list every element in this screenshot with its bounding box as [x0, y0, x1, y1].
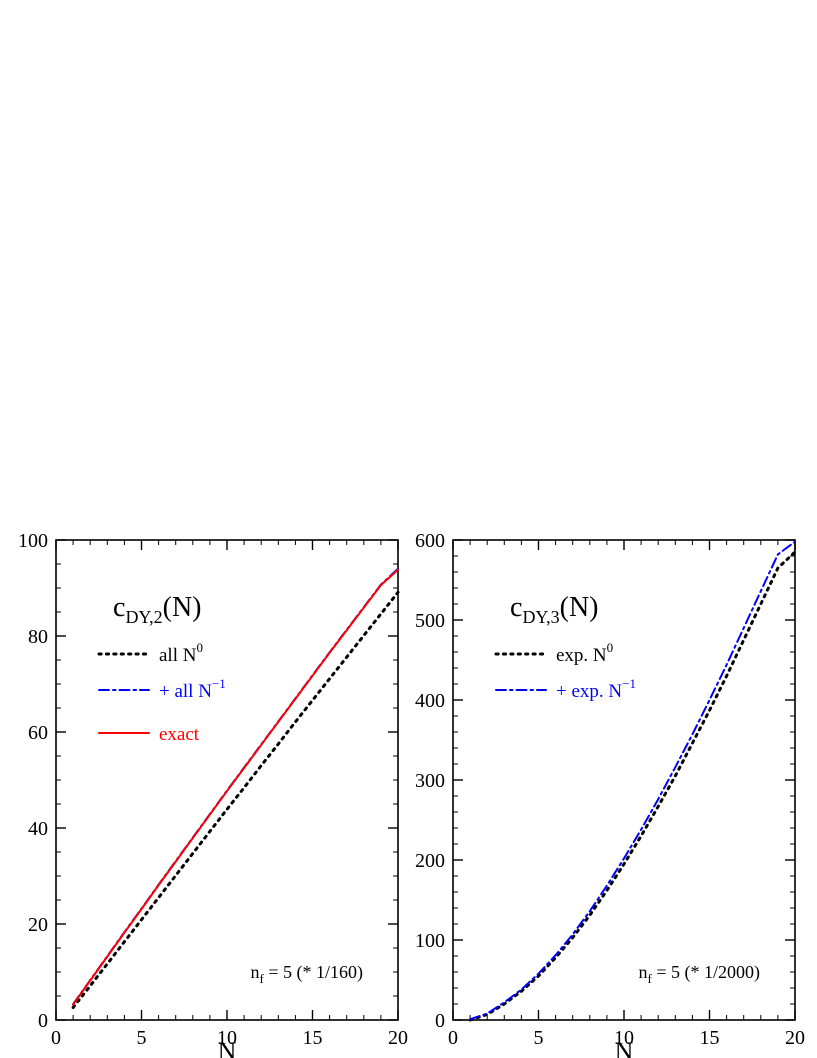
legend-label-2: + exp. N−1: [556, 676, 636, 702]
note-text: = 5 (* 1/2000): [652, 962, 760, 983]
note-text: = 5 (* 1/160): [264, 962, 363, 983]
legend-label-1: exp. N0: [556, 640, 613, 666]
chart-title: cDY,2(N): [113, 592, 202, 627]
series-line-2: [72, 567, 399, 1006]
x-axis-label: N: [218, 1037, 237, 1058]
title-subscript: DY,2: [125, 607, 162, 627]
x-tick-label: 0: [448, 1027, 458, 1049]
normalization-note: nf = 5 (* 1/160): [251, 962, 363, 986]
x-tick-label: 10: [217, 1027, 237, 1049]
y-tick-label: 20: [28, 914, 48, 936]
title-suffix: (N): [560, 592, 599, 623]
series-line-3: [72, 568, 399, 1006]
note-symbol: n: [251, 962, 260, 982]
y-tick-label: 100: [18, 530, 48, 552]
plot-frame: [55, 539, 399, 1021]
y-tick-label: 500: [415, 610, 445, 632]
legend-label-3: exact: [159, 724, 200, 745]
right-chart-panel: 0 5 10 15 200100200300400500600NcDY,3(N)exp.…: [415, 530, 805, 1058]
series-line-1: [468, 550, 797, 1022]
note-subscript: f: [648, 971, 653, 986]
y-tick-label: 400: [415, 690, 445, 712]
legend-text: + all N: [159, 681, 212, 702]
legend-text: exact: [159, 724, 200, 745]
plot-frame: [452, 539, 796, 1021]
x-tick-label: 20: [388, 1027, 408, 1049]
x-tick-label: 15: [303, 1027, 323, 1049]
x-tick-label: 5: [137, 1027, 147, 1049]
x-tick-label: 0: [51, 1027, 61, 1049]
x-tick-label: 10: [614, 1027, 634, 1049]
y-tick-label: 40: [28, 818, 48, 840]
legend-superscript: −1: [212, 676, 226, 691]
title-suffix: (N): [163, 592, 202, 623]
legend-text: all N: [159, 645, 197, 666]
legend-text: + exp. N: [556, 681, 622, 702]
note-subscript: f: [260, 971, 265, 986]
y-tick-label: 80: [28, 626, 48, 648]
chart-title: cDY,3(N): [510, 592, 599, 627]
title-main: c: [113, 592, 125, 623]
y-tick-label: 300: [415, 770, 445, 792]
x-tick-label: 5: [534, 1027, 544, 1049]
note-symbol: n: [639, 962, 648, 982]
legend-label-2: + all N−1: [159, 676, 226, 702]
y-tick-label: 200: [415, 850, 445, 872]
x-axis-label: N: [615, 1037, 634, 1058]
series-line-2: [469, 540, 796, 1021]
y-tick-label: 60: [28, 722, 48, 744]
title-main: c: [510, 592, 522, 623]
legend-superscript: −1: [622, 676, 636, 691]
x-tick-label: 15: [700, 1027, 720, 1049]
title-subscript: DY,3: [522, 607, 559, 627]
legend-superscript: 0: [196, 640, 203, 655]
series-line-1: [71, 590, 400, 1010]
legend-label-1: all N0: [159, 640, 203, 666]
x-tick-label: 20: [785, 1027, 805, 1049]
y-tick-label: 0: [435, 1010, 445, 1032]
legend-superscript: 0: [607, 640, 614, 655]
y-tick-label: 600: [415, 530, 445, 552]
y-tick-label: 0: [38, 1010, 48, 1032]
legend-text: exp. N: [556, 645, 607, 666]
normalization-note: nf = 5 (* 1/2000): [639, 962, 760, 986]
y-tick-label: 100: [415, 930, 445, 952]
